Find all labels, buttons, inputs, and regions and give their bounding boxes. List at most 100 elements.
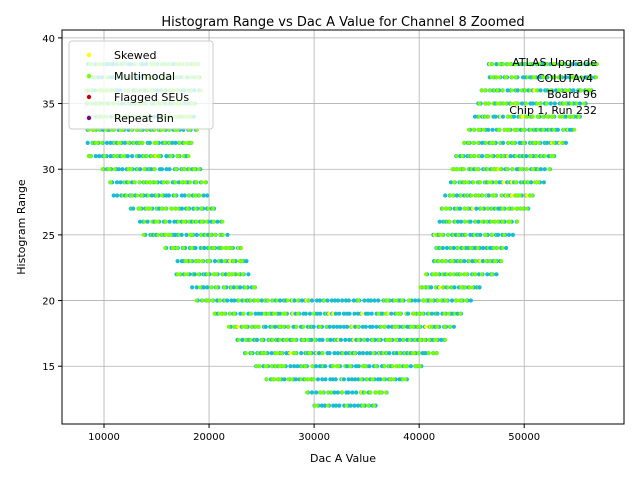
data-point [552,101,557,106]
data-point-skewed [470,206,475,211]
data-point-multimodal [163,206,168,211]
data-point-multimodal [493,259,498,263]
data-point-multimodal [263,351,268,355]
data-point-multimodal [107,167,112,172]
data-point-multimodal [485,206,490,211]
data-point-multimodal [497,127,502,132]
data-point-multimodal [446,311,451,316]
data-point [104,140,109,145]
data-point [480,140,485,145]
data-point-multimodal [237,298,241,303]
data-point-multimodal [490,62,495,66]
data-point [182,193,187,198]
data-point [116,167,121,172]
data-point-multimodal [499,259,504,263]
data-point-multimodal [266,311,271,316]
data-point-multimodal [417,351,421,355]
data-point-multimodal [112,154,117,159]
data-point-multimodal [471,141,476,145]
data-point-multimodal [476,167,480,172]
data-point-multimodal [264,364,269,369]
data-point-multimodal [222,311,227,316]
data-point-multimodal [142,219,147,224]
data-point-multimodal [214,272,219,277]
data-point-multimodal [188,180,193,185]
data-point-multimodal [315,403,319,408]
data-point-multimodal [274,377,279,382]
data-point-multimodal [479,219,484,224]
data-point-multimodal [509,88,514,93]
data-point-multimodal [162,141,167,145]
data-point-multimodal [286,377,291,382]
legend-marker-repeat-bin [86,115,92,121]
data-point [316,351,322,356]
data-point-multimodal [544,101,549,106]
data-point-multimodal [497,154,502,159]
data-point-multimodal [491,75,496,80]
data-point-multimodal [381,377,386,382]
data-point [367,364,372,369]
data-point [357,351,362,356]
data-point [193,245,198,251]
data-point [485,272,490,277]
data-point [480,154,485,159]
data-point [448,180,453,185]
data-point-multimodal [461,246,466,250]
data-point [179,206,184,211]
data-point-multimodal [512,127,517,132]
data-point [292,298,297,303]
data-point-multimodal [226,246,231,250]
data-point-multimodal [531,167,536,172]
data-point [501,140,506,145]
data-point-multimodal [244,324,249,329]
data-point [413,298,418,303]
data-point [327,324,332,329]
data-point [408,364,413,369]
data-point-multimodal [541,114,545,119]
data-point-multimodal [244,351,249,355]
data-point-multimodal [370,377,375,382]
data-point-multimodal [570,114,575,119]
data-point [545,140,550,145]
data-point-multimodal [513,75,518,80]
data-point-multimodal [198,285,203,290]
data-point-multimodal [135,193,140,198]
data-point [360,351,366,356]
data-point [468,219,473,224]
data-point-multimodal [362,338,367,342]
data-point [179,193,184,198]
data-point-multimodal [440,259,445,263]
data-point-multimodal [124,193,129,198]
data-point-multimodal [253,324,258,329]
data-point-multimodal [260,351,265,355]
data-point-multimodal [552,127,556,132]
data-point [443,193,448,198]
data-point-multimodal [233,324,238,329]
data-point-multimodal [533,141,537,145]
data-point-multimodal [392,324,397,329]
data-point-multimodal [462,180,466,185]
data-point-multimodal [271,338,275,342]
data-point-multimodal [331,364,335,369]
data-point-multimodal [157,154,162,159]
data-point [340,298,345,303]
data-point-multimodal [483,233,488,237]
data-point-multimodal [495,88,500,93]
legend-marker-multimodal [86,73,92,79]
data-point-multimodal [456,246,460,250]
data-point-multimodal [222,285,227,290]
data-point-multimodal [447,219,452,224]
data-point [164,167,169,172]
data-point [334,324,340,329]
data-point-multimodal [214,285,219,290]
data-point-multimodal [529,154,533,159]
data-point-multimodal [99,141,104,145]
data-point-multimodal [492,246,496,250]
data-point [246,272,251,277]
chart-title: Histogram Range vs Dac A Value for Chann… [161,15,524,30]
data-point-multimodal [366,403,370,408]
data-point [288,364,293,369]
data-point-multimodal [454,206,459,211]
data-point-multimodal [518,193,522,198]
data-point-multimodal [506,206,511,211]
